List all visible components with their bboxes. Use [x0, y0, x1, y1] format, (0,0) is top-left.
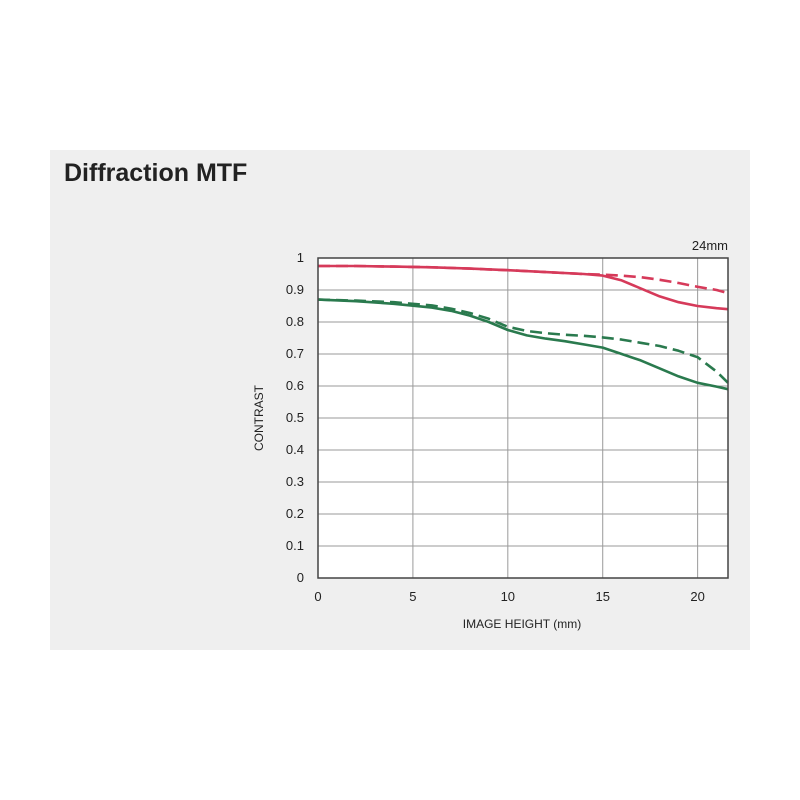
y-axis-label: CONTRAST — [252, 384, 266, 451]
y-tick-label: 0.5 — [286, 410, 304, 425]
y-tick-label: 0.7 — [286, 346, 304, 361]
y-tick-labels: 0 0.1 0.2 0.3 0.4 0.5 0.6 0.7 0.8 0.9 1 — [286, 250, 304, 585]
y-tick-label: 0 — [297, 570, 304, 585]
y-tick-label: 0.8 — [286, 314, 304, 329]
x-tick-label: 20 — [690, 589, 704, 604]
y-tick-label: 0.3 — [286, 474, 304, 489]
y-tick-label: 0.4 — [286, 442, 304, 457]
plot-frame — [317, 257, 729, 579]
focal-length-annotation: 24mm — [692, 238, 728, 253]
series-lines — [317, 264, 729, 391]
x-tick-labels: 0 5 10 15 20 — [314, 589, 704, 604]
y-tick-label: 0.1 — [286, 538, 304, 553]
grid-lines — [318, 258, 728, 578]
x-tick-label: 15 — [595, 589, 609, 604]
y-tick-label: 1 — [297, 250, 304, 265]
series-line-green-solid — [317, 298, 729, 391]
x-axis-label: IMAGE HEIGHT (mm) — [463, 617, 581, 631]
series-line-green-dashed — [317, 298, 729, 384]
y-tick-label: 0.2 — [286, 506, 304, 521]
chart-title: Diffraction MTF — [64, 159, 248, 187]
x-tick-label: 5 — [409, 589, 416, 604]
x-tick-label: 10 — [501, 589, 515, 604]
y-tick-label: 0.9 — [286, 282, 304, 297]
y-tick-label: 0.6 — [286, 378, 304, 393]
series-line-red-dashed — [318, 264, 729, 295]
x-tick-label: 0 — [314, 589, 321, 604]
